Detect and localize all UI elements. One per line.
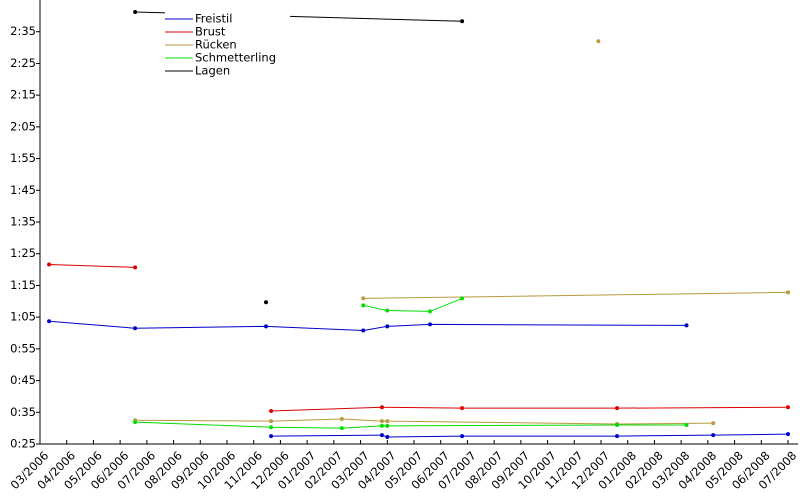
y-tick-label: 2:25 <box>10 56 36 70</box>
legend-label: Freistil <box>195 12 232 26</box>
series-line <box>363 297 463 312</box>
y-tick-label: 0:45 <box>10 373 36 387</box>
data-point <box>361 296 366 301</box>
series-line <box>135 421 687 429</box>
data-point <box>47 319 52 324</box>
series-line <box>363 291 789 299</box>
data-point <box>684 323 689 328</box>
y-tick-label: 0:55 <box>10 341 36 355</box>
y-tick-label: 2:35 <box>10 24 36 38</box>
series-line <box>49 320 687 331</box>
data-point <box>264 300 269 305</box>
data-point <box>786 290 790 295</box>
data-point <box>711 433 716 438</box>
data-point <box>47 262 52 267</box>
data-point <box>711 421 716 426</box>
data-point <box>385 419 390 424</box>
series-line <box>49 263 136 268</box>
data-point <box>385 324 390 329</box>
data-point <box>786 432 790 437</box>
data-point <box>379 433 384 438</box>
data-point <box>133 265 138 270</box>
y-tick-label: 1:35 <box>10 215 36 229</box>
data-point <box>339 426 344 431</box>
y-tick-label: 1:05 <box>10 310 36 324</box>
series-line <box>271 433 789 438</box>
y-tick-label: 0:35 <box>10 405 36 419</box>
data-point <box>615 406 620 411</box>
legend-label: Schmetterling <box>195 51 276 65</box>
data-point <box>428 309 433 314</box>
data-point <box>615 434 620 439</box>
data-point <box>133 420 138 425</box>
data-point <box>264 324 269 329</box>
data-point <box>379 423 384 428</box>
data-point <box>269 419 274 424</box>
data-point <box>339 416 344 421</box>
series-line <box>135 418 714 425</box>
y-tick-label: 1:15 <box>10 278 36 292</box>
legend-label: Rücken <box>195 38 237 52</box>
data-point <box>379 419 384 424</box>
data-point <box>428 322 433 327</box>
data-point <box>269 434 274 439</box>
data-point <box>379 405 384 410</box>
data-point <box>385 308 390 313</box>
y-tick-label: 1:25 <box>10 246 36 260</box>
data-point <box>361 303 366 308</box>
data-point <box>615 422 620 427</box>
data-point <box>269 425 274 430</box>
data-point <box>133 326 138 331</box>
data-point <box>133 10 138 15</box>
y-tick-label: 0:25 <box>10 437 36 451</box>
y-tick-label: 2:05 <box>10 119 36 133</box>
data-point <box>385 423 390 428</box>
data-point <box>684 422 689 427</box>
data-point <box>460 296 465 301</box>
data-point <box>786 405 790 410</box>
data-point <box>596 39 601 44</box>
legend-label: Lagen <box>195 64 230 78</box>
data-point <box>460 406 465 411</box>
data-point <box>460 19 465 24</box>
series-line <box>271 406 789 412</box>
y-tick-label: 1:55 <box>10 151 36 165</box>
legend-label: Brust <box>195 25 226 39</box>
data-point <box>385 435 390 440</box>
data-point <box>460 434 465 439</box>
y-tick-label: 1:45 <box>10 183 36 197</box>
y-tick-label: 2:15 <box>10 88 36 102</box>
data-point <box>269 409 274 414</box>
data-point <box>361 328 366 333</box>
